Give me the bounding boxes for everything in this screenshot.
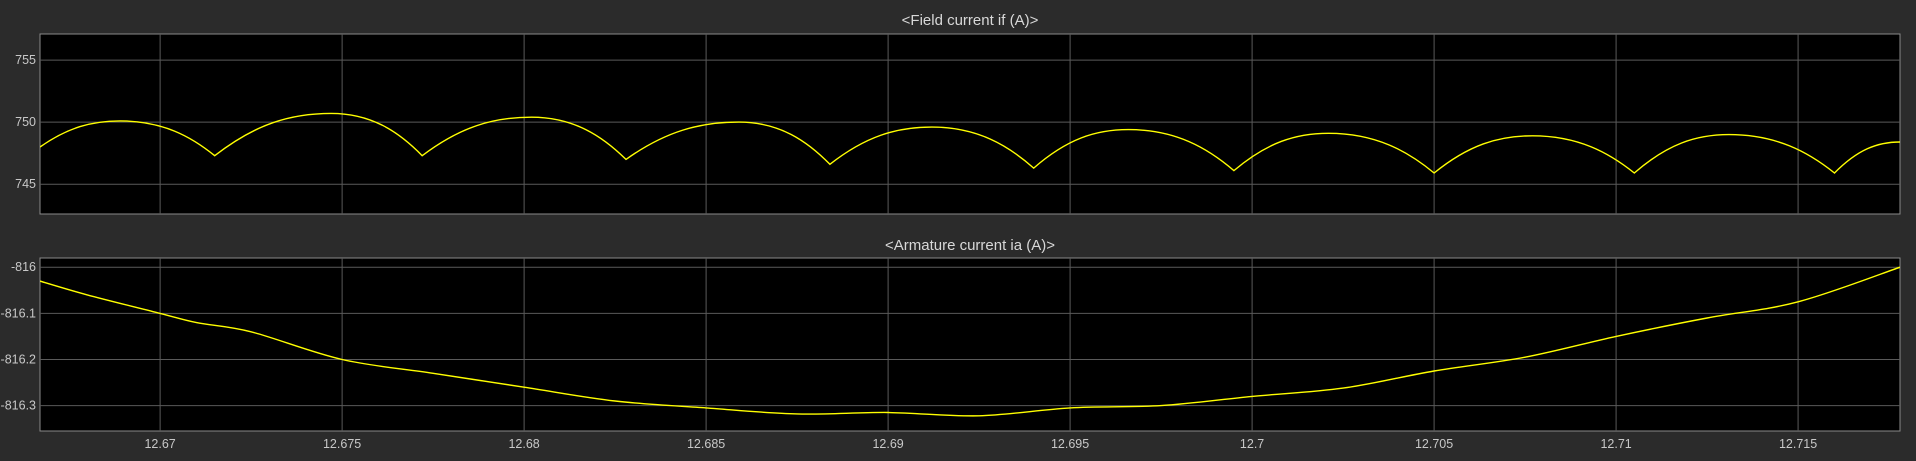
x-tick-label: 12.69 bbox=[872, 437, 903, 451]
chart-title: <Armature current ia (A)> bbox=[885, 237, 1055, 254]
x-tick-label: 12.715 bbox=[1779, 437, 1817, 451]
x-tick-label: 12.68 bbox=[508, 437, 539, 451]
plot-area bbox=[39, 257, 1901, 432]
x-tick-label: 12.71 bbox=[1600, 437, 1631, 451]
y-tick-label: -816.1 bbox=[1, 306, 36, 320]
y-tick-label: 755 bbox=[15, 53, 36, 67]
field-current-panel: <Field current if (A)> 745 750 755 bbox=[15, 12, 1901, 215]
x-tick-label: 12.685 bbox=[687, 437, 725, 451]
series-line bbox=[40, 112, 1900, 174]
x-tick-label: 12.705 bbox=[1415, 437, 1453, 451]
armature-current-panel: <Armature current ia (A)> 12.67 12.675 12.6… bbox=[1, 237, 1901, 451]
x-tick-label: 12.7 bbox=[1240, 437, 1264, 451]
y-tick-label: 745 bbox=[15, 177, 36, 191]
y-tick-label: 750 bbox=[15, 115, 36, 129]
series-line bbox=[40, 266, 1900, 417]
y-tick-label: -816.3 bbox=[1, 399, 36, 413]
plot-area bbox=[39, 33, 1901, 215]
y-tick-label: -816 bbox=[11, 260, 36, 274]
x-tick-label: 12.695 bbox=[1051, 437, 1089, 451]
x-tick-label: 12.675 bbox=[323, 437, 361, 451]
x-tick-label: 12.67 bbox=[144, 437, 175, 451]
y-tick-label: -816.2 bbox=[1, 352, 36, 366]
chart-title: <Field current if (A)> bbox=[902, 12, 1039, 29]
